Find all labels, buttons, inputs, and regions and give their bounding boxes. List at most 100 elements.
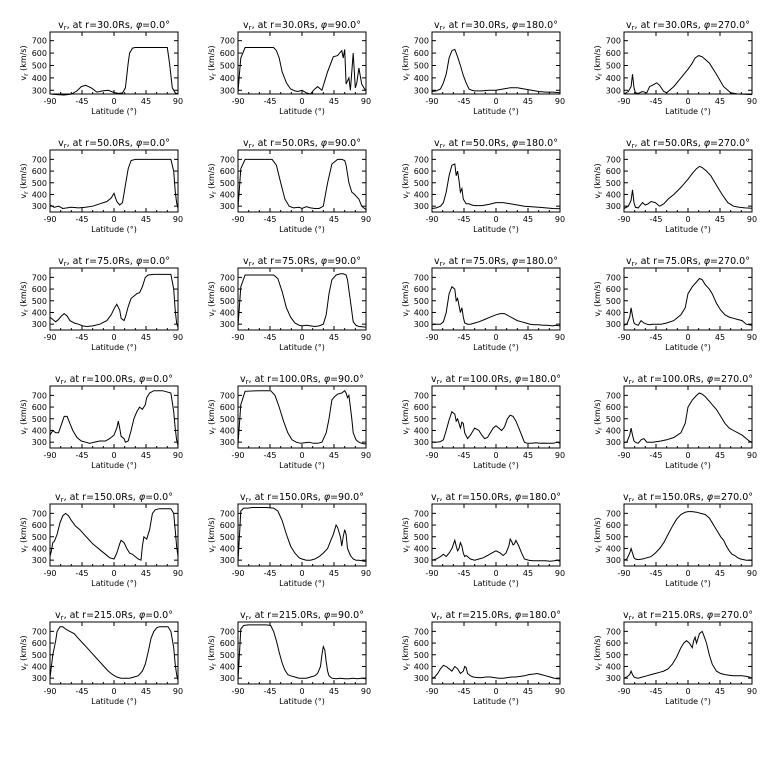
y-tick-label: 300 <box>32 202 47 211</box>
y-tick-label: 600 <box>220 167 235 176</box>
x-tick-label: 0 <box>111 687 116 696</box>
x-axis-label: Latitude (°) <box>91 697 137 706</box>
y-tick-label: 500 <box>32 179 47 188</box>
y-axis-label: vr (km/s) <box>593 45 604 80</box>
x-axis-label: Latitude (°) <box>279 579 325 588</box>
y-tick-label: 500 <box>414 297 429 306</box>
x-axis-label: Latitude (°) <box>665 225 711 234</box>
y-tick-label: 500 <box>220 651 235 660</box>
panel-title: vr, at r=100.0Rs, φ=180.0° <box>431 374 561 386</box>
x-tick-label: -45 <box>75 569 88 578</box>
panel-4: vr, at r=30.0Rs, φ=270.0° -90 -45 0 45 90 300 4… <box>593 20 757 116</box>
x-tick-label: 90 <box>747 333 757 342</box>
x-tick-label: -45 <box>263 215 276 224</box>
y-tick-label: 400 <box>606 544 621 553</box>
y-tick-label: 300 <box>414 320 429 329</box>
x-tick-label: 0 <box>493 451 498 460</box>
panel-title: vr, at r=30.0Rs, φ=0.0° <box>58 20 170 32</box>
x-axis-label: Latitude (°) <box>473 343 519 352</box>
y-axis-label: vr (km/s) <box>207 635 218 670</box>
y-tick-label: 500 <box>220 61 235 70</box>
x-axis-label: Latitude (°) <box>91 107 137 116</box>
y-tick-label: 300 <box>414 556 429 565</box>
series-line <box>237 507 366 563</box>
x-axis-label: Latitude (°) <box>473 225 519 234</box>
panel-16: vr, at r=100.0Rs, φ=270.0° -90 -45 0 45 90 300… <box>593 374 757 470</box>
plot-frame <box>431 503 561 567</box>
x-tick-label: 0 <box>299 451 304 460</box>
x-tick-label: -90 <box>425 333 438 342</box>
x-tick-label: -45 <box>649 687 662 696</box>
y-axis-label: vr (km/s) <box>401 163 412 198</box>
y-tick-label: 600 <box>220 403 235 412</box>
y-tick-label: 400 <box>414 190 429 199</box>
y-tick-label: 400 <box>414 74 429 83</box>
x-tick-label: -45 <box>457 451 470 460</box>
plot-frame <box>49 267 179 331</box>
x-tick-label: 0 <box>493 333 498 342</box>
x-tick-label: -45 <box>649 97 662 106</box>
plot-frame <box>237 621 367 685</box>
y-tick-label: 600 <box>32 639 47 648</box>
y-tick-label: 600 <box>32 285 47 294</box>
x-tick-label: 90 <box>555 451 565 460</box>
y-tick-label: 300 <box>220 674 235 683</box>
x-tick-label: 45 <box>715 451 725 460</box>
y-axis-label: vr (km/s) <box>593 163 604 198</box>
x-axis-label: Latitude (°) <box>279 107 325 116</box>
panel-title: vr, at r=75.0Rs, φ=0.0° <box>58 256 170 268</box>
x-tick-label: -90 <box>231 333 244 342</box>
x-tick-label: 90 <box>361 97 371 106</box>
y-tick-label: 500 <box>414 61 429 70</box>
series-line <box>623 277 753 326</box>
y-tick-label: 600 <box>414 403 429 412</box>
x-tick-label: 90 <box>747 569 757 578</box>
y-tick-label: 300 <box>220 320 235 329</box>
panel-24: vr, at r=215.0Rs, φ=270.0° -90 -45 0 45 90 300… <box>593 610 757 706</box>
panel-title: vr, at r=30.0Rs, φ=180.0° <box>434 20 558 32</box>
y-tick-label: 400 <box>414 308 429 317</box>
y-axis-label: vr (km/s) <box>401 281 412 316</box>
y-tick-label: 300 <box>414 202 429 211</box>
x-tick-label: 45 <box>523 333 533 342</box>
x-tick-label: -90 <box>617 333 630 342</box>
x-tick-label: 45 <box>141 569 151 578</box>
y-tick-label: 400 <box>32 74 47 83</box>
y-tick-label: 500 <box>220 297 235 306</box>
series-line <box>237 389 366 445</box>
x-tick-label: -90 <box>43 97 56 106</box>
panel-title: vr, at r=215.0Rs, φ=90.0° <box>240 610 364 622</box>
panel-title: vr, at r=100.0Rs, φ=90.0° <box>240 374 364 386</box>
x-axis-label: Latitude (°) <box>665 579 711 588</box>
y-tick-label: 700 <box>414 391 429 400</box>
x-tick-label: 45 <box>523 569 533 578</box>
x-tick-label: -45 <box>649 451 662 460</box>
panel-20: vr, at r=150.0Rs, φ=270.0° -90 -45 0 45 90 300… <box>593 492 757 588</box>
y-tick-label: 500 <box>606 61 621 70</box>
y-axis-label: vr (km/s) <box>401 399 412 434</box>
y-tick-label: 500 <box>32 61 47 70</box>
y-tick-label: 700 <box>606 155 621 164</box>
x-tick-label: -90 <box>425 687 438 696</box>
y-tick-label: 500 <box>32 533 47 542</box>
x-tick-label: -45 <box>457 687 470 696</box>
y-tick-label: 300 <box>220 86 235 95</box>
y-tick-label: 300 <box>32 320 47 329</box>
x-axis-label: Latitude (°) <box>91 225 137 234</box>
x-tick-label: 90 <box>747 451 757 460</box>
y-tick-label: 600 <box>606 285 621 294</box>
series-line <box>431 537 561 562</box>
y-tick-label: 600 <box>606 639 621 648</box>
y-tick-label: 600 <box>606 403 621 412</box>
panel-title: vr, at r=50.0Rs, φ=180.0° <box>434 138 558 150</box>
plot-frame <box>237 503 367 567</box>
y-tick-label: 400 <box>606 662 621 671</box>
y-tick-label: 500 <box>606 651 621 660</box>
x-tick-label: -90 <box>43 569 56 578</box>
panel-3: vr, at r=30.0Rs, φ=180.0° -90 -45 0 45 90 300 4… <box>401 20 565 116</box>
y-tick-label: 600 <box>220 49 235 58</box>
y-axis-label: vr (km/s) <box>593 517 604 552</box>
x-tick-label: 90 <box>555 687 565 696</box>
y-axis-label: vr (km/s) <box>19 399 30 434</box>
